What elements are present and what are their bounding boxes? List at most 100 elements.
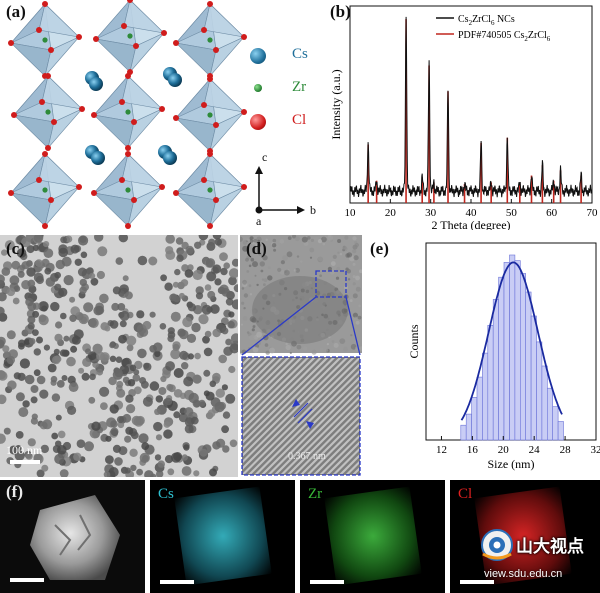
nanocrystal bbox=[165, 235, 175, 244]
cl-atom bbox=[93, 36, 99, 42]
hrtem-grain bbox=[343, 346, 348, 352]
nanocrystal bbox=[27, 279, 36, 288]
nanocrystal bbox=[32, 244, 40, 252]
lattice-fringe bbox=[280, 395, 359, 474]
xrd-legend: Cs2ZrCl6 NCs PDF#740505 Cs2ZrCl6 bbox=[436, 14, 551, 43]
zr-atom bbox=[45, 109, 51, 115]
cl-atom bbox=[241, 184, 247, 190]
nanocrystal bbox=[1, 267, 11, 276]
hrtem-grain bbox=[267, 275, 273, 281]
cl-atom bbox=[207, 223, 213, 229]
hrtem-grain bbox=[320, 332, 326, 338]
panel-a-crystal-structure: (a) Cs Zr Cl c b a bbox=[0, 0, 320, 230]
nanocrystal bbox=[229, 439, 238, 448]
legend-zr-sphere bbox=[254, 84, 262, 92]
x-tick-label: 60 bbox=[546, 207, 558, 219]
hrtem-grain bbox=[352, 249, 357, 254]
nanocrystal bbox=[82, 357, 92, 367]
cs-atom bbox=[91, 151, 105, 165]
nanocrystal bbox=[130, 431, 139, 440]
nanocrystal bbox=[13, 372, 21, 380]
lattice-fringe bbox=[243, 358, 336, 451]
nanocrystal bbox=[59, 349, 67, 357]
nanocrystal bbox=[187, 353, 194, 360]
nanocrystal bbox=[109, 342, 116, 349]
nanocrystal bbox=[27, 315, 36, 324]
histogram-bar bbox=[465, 413, 472, 441]
nanocrystal bbox=[27, 301, 37, 311]
size-histogram-chart: 12 16 20 24 28 32 Size (nm) Counts bbox=[407, 242, 600, 471]
hrtem-grain bbox=[346, 268, 351, 274]
nanocrystal bbox=[54, 453, 65, 465]
hrtem-grain bbox=[265, 238, 268, 241]
hrtem-grain bbox=[347, 278, 351, 281]
nanocrystal bbox=[114, 369, 123, 378]
nanocrystal bbox=[225, 393, 236, 404]
nanocrystal bbox=[68, 382, 79, 392]
nanocrystal bbox=[27, 322, 35, 330]
nanocrystal bbox=[126, 404, 136, 414]
hrtem-grain bbox=[293, 315, 297, 319]
nanocrystal bbox=[76, 439, 86, 448]
histogram-bar bbox=[492, 299, 499, 441]
hrtem-grain bbox=[287, 236, 292, 240]
hrtem-grain bbox=[352, 262, 356, 266]
nanocrystal bbox=[125, 394, 134, 403]
spacing-marker-b bbox=[297, 408, 313, 424]
nanocrystal bbox=[228, 276, 237, 286]
hrtem-grain bbox=[320, 307, 323, 310]
nanocrystal bbox=[207, 409, 216, 418]
nanocrystal bbox=[33, 235, 44, 243]
hrtem-grain bbox=[332, 320, 338, 325]
hrtem-grain bbox=[248, 264, 252, 268]
hrtem-grain bbox=[246, 266, 250, 271]
nanocrystal bbox=[184, 424, 194, 434]
hrtem-grain bbox=[302, 282, 308, 288]
nanocrystal bbox=[205, 391, 215, 401]
lattice-fringe bbox=[248, 363, 359, 474]
hrtem-grain bbox=[349, 299, 353, 302]
hrtem-grain bbox=[271, 243, 277, 248]
cl-atom bbox=[79, 106, 85, 112]
hrtem-grain bbox=[252, 325, 256, 329]
nanocrystal bbox=[70, 306, 80, 316]
nanocrystal bbox=[231, 258, 238, 267]
x-tick-label: 24 bbox=[529, 444, 541, 456]
nanocrystal bbox=[163, 421, 171, 428]
lattice-fringe bbox=[243, 358, 271, 386]
nanocrystal bbox=[65, 235, 73, 243]
hrtem-grain bbox=[317, 239, 323, 244]
hrtem-grain bbox=[295, 267, 300, 273]
eds-map-cs-signal bbox=[174, 486, 272, 586]
cl-atom bbox=[8, 190, 14, 196]
nanocrystal bbox=[203, 369, 211, 377]
nanocrystal bbox=[158, 387, 167, 395]
nanocrystal bbox=[4, 240, 15, 251]
panel-d-label: (d) bbox=[246, 239, 267, 258]
nanocrystal bbox=[124, 435, 132, 443]
nanocrystal bbox=[159, 323, 167, 330]
nanocrystal bbox=[162, 369, 171, 379]
histogram-bar bbox=[509, 254, 516, 441]
nanocrystal bbox=[17, 270, 25, 278]
x-tick-label: 20 bbox=[385, 207, 397, 219]
nanocrystal bbox=[0, 249, 8, 256]
hrtem-grain bbox=[284, 269, 290, 276]
nanocrystal bbox=[27, 438, 36, 447]
cl-atom bbox=[173, 40, 179, 46]
nanocrystal bbox=[136, 310, 145, 319]
hrtem-grain bbox=[262, 307, 265, 310]
hrtem-grain bbox=[295, 296, 298, 300]
nanocrystal bbox=[35, 259, 43, 267]
nanocrystal bbox=[0, 292, 7, 302]
nanocrystal bbox=[202, 335, 210, 344]
hrtem-grain bbox=[342, 245, 347, 250]
nanocrystal bbox=[33, 272, 44, 283]
nanocrystal bbox=[174, 268, 181, 276]
nanocrystal bbox=[141, 442, 150, 450]
nanocrystal bbox=[122, 275, 129, 282]
eds-map-cs: Cs bbox=[150, 480, 295, 593]
nanocrystal bbox=[132, 374, 141, 382]
histogram-bar bbox=[471, 397, 478, 441]
cl-atom bbox=[36, 177, 42, 183]
